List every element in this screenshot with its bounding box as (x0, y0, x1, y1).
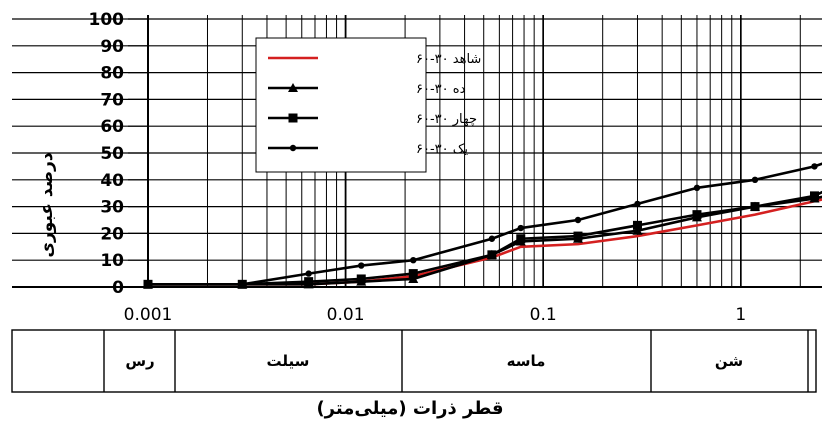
legend-box (255, 37, 427, 173)
legend-swatch-marker (288, 113, 298, 123)
series-1 (143, 193, 822, 289)
data-point (408, 269, 418, 279)
series-2 (143, 190, 822, 289)
data-point (410, 257, 417, 264)
x-tick-label: 1 (735, 305, 746, 325)
soil-classification-table: رس سیلت ماسه شن (11, 329, 817, 393)
data-point (517, 224, 524, 232)
x-tick-label: 0.1 (530, 305, 557, 325)
data-point (750, 202, 760, 212)
legend-label: ده ۳۰-۶۰ (416, 82, 466, 97)
data-point (751, 176, 759, 183)
y-tick-label: 90 (100, 37, 124, 57)
legend-label: چهار ۳۰-۶۰ (416, 112, 477, 127)
y-tick-label: 30 (100, 198, 124, 218)
data-point (811, 163, 818, 170)
y-tick-label: 80 (100, 64, 124, 84)
legend-swatch-marker (289, 144, 297, 152)
data-point (304, 277, 314, 287)
data-point (573, 231, 583, 241)
data-point (358, 262, 365, 269)
y-tick-label: 10 (100, 251, 124, 271)
y-axis-title: درصد عبوری (37, 152, 57, 258)
series-3 (144, 162, 822, 288)
classification-label: رس (125, 352, 154, 370)
y-tick-label: 70 (100, 90, 124, 110)
data-point (488, 235, 496, 242)
series-layer (143, 162, 822, 289)
y-tick-label: 100 (89, 10, 125, 30)
data-point (574, 216, 582, 224)
data-point (693, 184, 701, 192)
legend-swatch-marker (288, 83, 298, 92)
data-point (408, 273, 419, 283)
classification-label: سیلت (267, 352, 310, 370)
data-point (487, 250, 497, 260)
y-tick-label: 60 (100, 117, 124, 137)
series-line-2 (148, 190, 822, 286)
data-point (692, 210, 702, 220)
y-tick-label: 40 (100, 171, 124, 191)
x-axis-title: قطر ذرات (میلی‌متر) (316, 398, 503, 419)
data-point (356, 274, 366, 284)
legend-label: شاهد ۳۰-۶۰ (416, 52, 481, 67)
legend-label: یک ۳۰-۶۰ (416, 142, 468, 157)
x-tick-label: 0.001 (124, 305, 173, 325)
y-tick-label: 50 (100, 144, 124, 164)
data-point (305, 270, 312, 277)
y-tick-label: 0 (112, 278, 124, 298)
series-line-0 (148, 198, 822, 286)
data-point (632, 225, 643, 235)
classification-frame (11, 329, 817, 393)
series-line-1 (148, 195, 822, 286)
legend: شاهد ۳۰-۶۰ ده ۳۰-۶۰ چهار ۳۰-۶۰ یک ۳۰-۶۰ (255, 37, 481, 173)
y-tick-label: 20 (100, 224, 124, 244)
series-0 (148, 198, 822, 286)
x-tick-label: 0.01 (327, 305, 365, 325)
data-point (516, 234, 526, 244)
data-point (632, 220, 642, 230)
data-point (809, 191, 819, 201)
data-point (239, 281, 246, 288)
series-line-3 (148, 162, 822, 286)
classification-label: ماسه (507, 352, 546, 370)
data-point (634, 200, 641, 208)
classification-label: شن (715, 352, 743, 370)
